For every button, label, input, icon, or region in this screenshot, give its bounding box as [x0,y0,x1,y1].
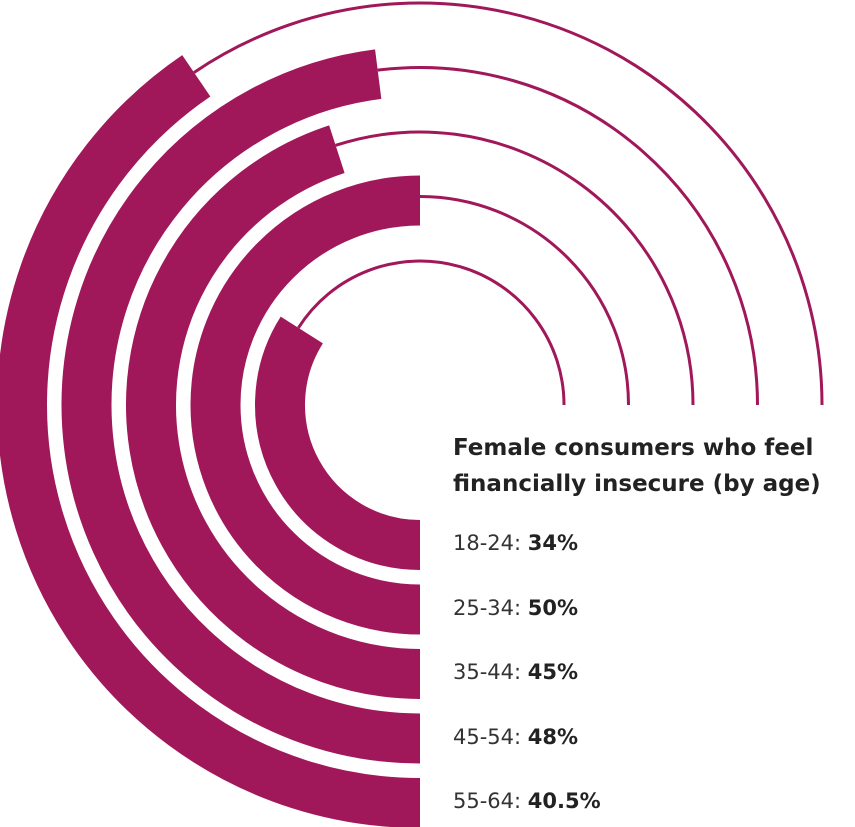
value-label: 48% [527,724,579,749]
legend-entry: 18-24: 34% [453,531,578,555]
track [193,1,824,406]
category-label: 55-64: [453,789,522,813]
legend-entry: 25-34: 50% [453,596,578,620]
bar [0,55,421,827]
bar [190,175,421,635]
value-label: 50% [527,595,579,620]
track [419,195,630,406]
category-label: 45-54: [453,724,522,749]
category-label: 35-44: [453,660,522,684]
chart-title: Female consumers who feel financially in… [453,435,821,497]
track [335,130,695,406]
value-label: 40.5% [527,789,601,813]
legend-entry: 35-44: 45% [453,660,578,684]
value-label: 45% [527,660,579,684]
bar [126,125,421,699]
track [297,259,566,406]
legend-entry: 55-64: 40.5% [453,789,601,813]
legend-entry: 45-54: 48% [453,725,578,749]
track [377,66,759,406]
category-label: 25-34: [453,595,522,620]
category-label: 18-24: [453,531,522,555]
bar [255,316,421,570]
bar [61,49,421,764]
value-label: 34% [527,531,579,555]
